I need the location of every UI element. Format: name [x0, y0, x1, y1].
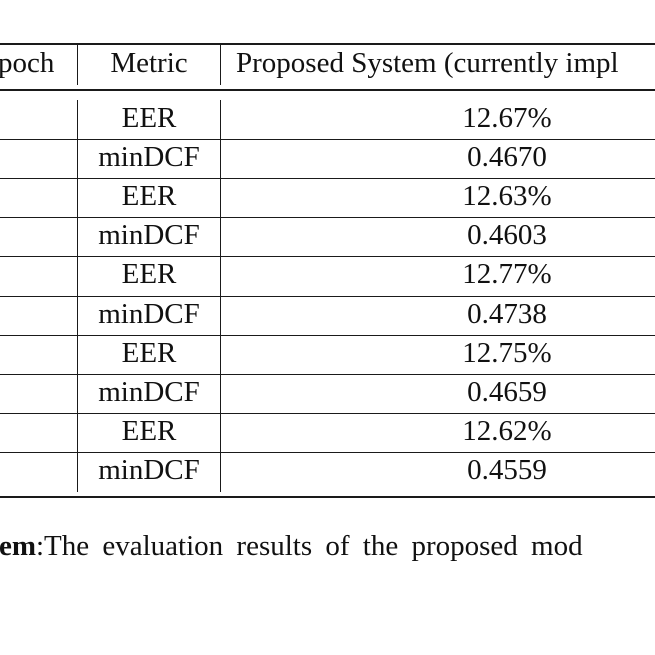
metric-cell: EER — [121, 102, 177, 134]
metric-cell: minDCF — [98, 376, 200, 408]
value-cell: 0.4603 — [467, 219, 547, 251]
row-rule — [0, 452, 655, 453]
column-divider — [220, 45, 221, 85]
table-bottom-rule — [0, 496, 655, 498]
metric-cell: minDCF — [98, 141, 200, 173]
metric-cell: minDCF — [98, 454, 200, 486]
value-cell: 12.62% — [462, 415, 552, 447]
caption-text: :The evaluation results of the proposed … — [35, 530, 583, 562]
value-cell: 0.4559 — [467, 454, 547, 486]
value-cell: 0.4659 — [467, 376, 547, 408]
row-rule — [0, 217, 655, 218]
caption-label: stem — [0, 530, 36, 562]
column-divider — [77, 45, 78, 85]
column-divider — [77, 100, 78, 492]
row-rule — [0, 139, 655, 140]
group-rule — [0, 335, 655, 336]
header-metric: Metric — [110, 47, 188, 79]
metric-cell: EER — [121, 258, 177, 290]
row-rule — [0, 296, 655, 297]
header-proposed-system: Proposed System (currently impl — [236, 47, 619, 79]
metric-cell: minDCF — [98, 298, 200, 330]
value-cell: 0.4670 — [467, 141, 547, 173]
metric-cell: EER — [121, 180, 177, 212]
column-divider — [220, 100, 221, 492]
metric-cell: minDCF — [98, 219, 200, 251]
metric-cell: EER — [121, 415, 177, 447]
metric-cell: EER — [121, 337, 177, 369]
header-rule — [0, 89, 655, 91]
group-rule — [0, 256, 655, 257]
table-top-rule — [0, 43, 655, 45]
value-cell: 12.63% — [462, 180, 552, 212]
group-rule — [0, 413, 655, 414]
group-rule — [0, 178, 655, 179]
row-rule — [0, 374, 655, 375]
value-cell: 12.75% — [462, 337, 552, 369]
value-cell: 0.4738 — [467, 298, 547, 330]
header-epoch: poch — [0, 47, 55, 79]
value-cell: 12.67% — [462, 102, 552, 134]
value-cell: 12.77% — [462, 258, 552, 290]
table-caption: stem:The evaluation results of the propo… — [0, 530, 583, 563]
